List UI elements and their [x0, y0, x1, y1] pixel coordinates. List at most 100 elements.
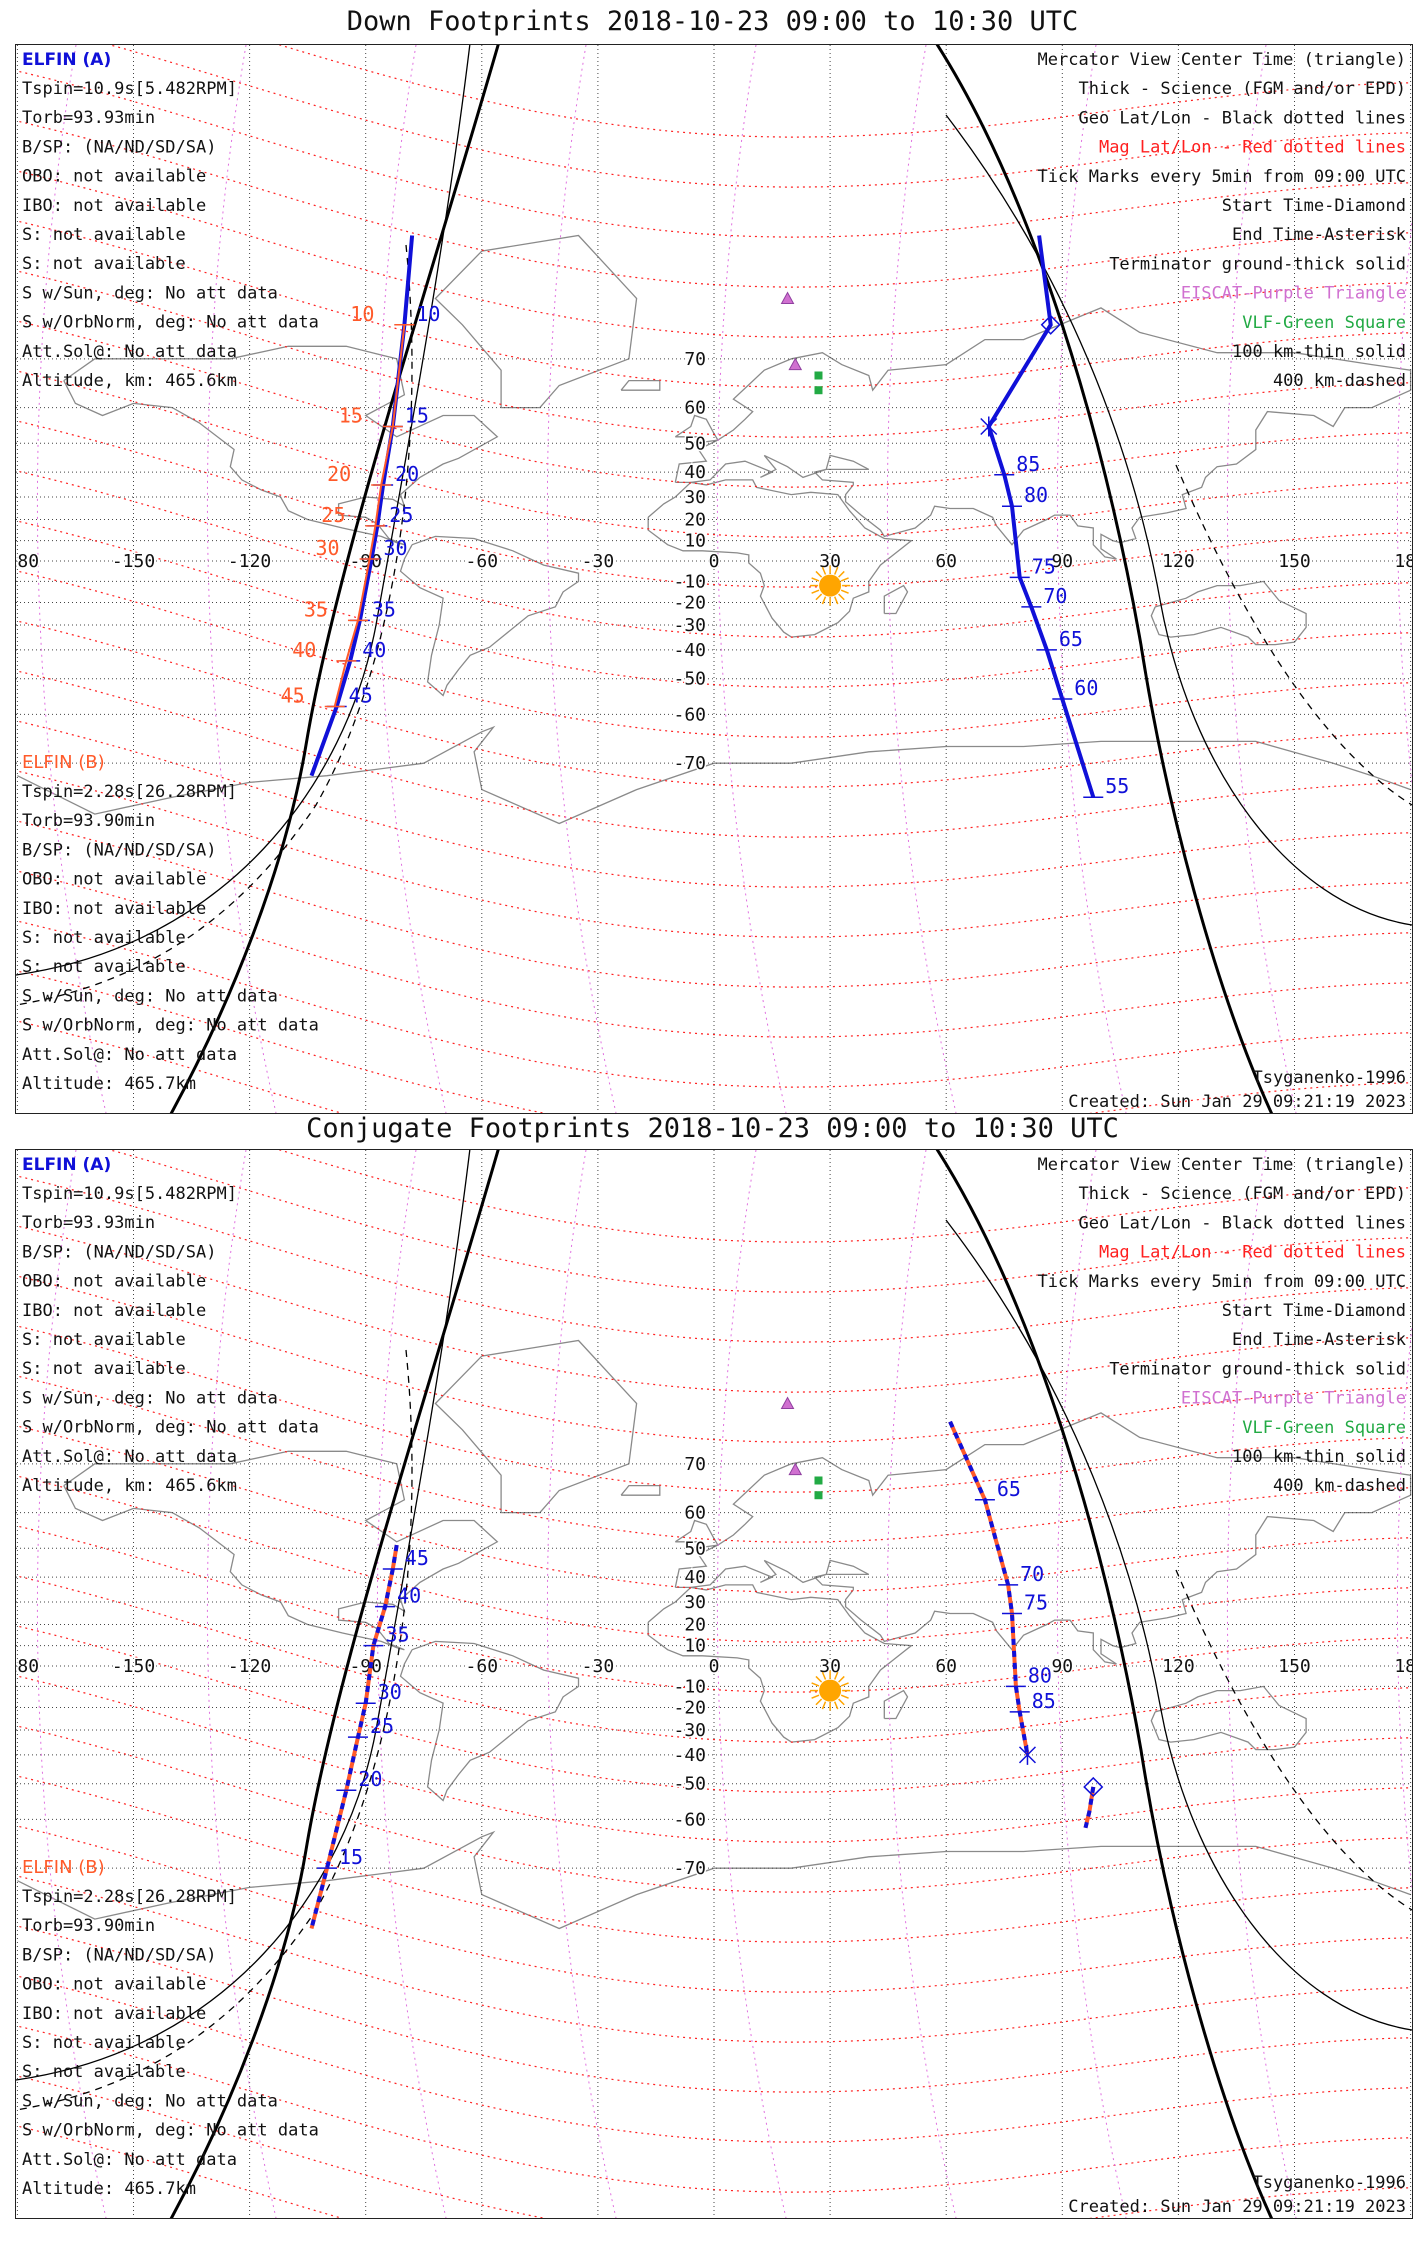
elfin-a-line: Tspin=10.9s[5.482RPM] — [22, 79, 237, 99]
legend-entry: Geo Lat/Lon - Black dotted lines — [1078, 1213, 1406, 1233]
track-tick-label: 55 — [1105, 774, 1129, 798]
elfin-b-line: S w/OrbNorm, deg: No att data — [22, 1016, 319, 1036]
track-tick-label: 10 — [350, 302, 374, 326]
track-tick-label: 75 — [1032, 554, 1056, 578]
lat-tick-label: 40 — [684, 1567, 706, 1588]
track-tick-label: 65 — [997, 1477, 1021, 1501]
legend-entry: Terminator ground-thick solid — [1109, 1359, 1406, 1379]
mag-meridian — [716, 1150, 787, 2218]
mag-parallel — [16, 1475, 1412, 1643]
track-tick-label: 40 — [292, 638, 316, 662]
sun-icon — [810, 1670, 851, 1711]
track-tick-label: 25 — [370, 1714, 394, 1738]
mag-parallel — [16, 1975, 1412, 2143]
legend-entry: Mag Lat/Lon - Red dotted lines — [1099, 138, 1406, 158]
track-tick-label: 80 — [1024, 483, 1048, 507]
terminator-400km-east — [1175, 1569, 1412, 1911]
elfin-b-info: ELFIN (B) Tspin=2.28s[26.28RPM] Torb=93.90… — [22, 752, 319, 1094]
track-tick-label: 35 — [385, 1623, 409, 1647]
sun-disc — [819, 1679, 842, 1702]
track-tick-label: 45 — [281, 684, 305, 708]
model-name: Tsyganenko-1996 — [1252, 2173, 1406, 2193]
track-tick-label: 15 — [339, 1845, 363, 1869]
track-tick-label: 35 — [304, 597, 328, 621]
coastline — [620, 1484, 661, 1496]
map-svg-conjugate: -180 -150 -120 -90 -60 -30 0 30 60 90 120 150 180 70 6… — [16, 1150, 1412, 2218]
lat-tick-label: 10 — [684, 1636, 706, 1657]
sun-ray — [811, 1682, 820, 1687]
lat-tick-label: -60 — [673, 1809, 706, 1830]
lat-tick-label: 10 — [684, 531, 706, 552]
mag-parallel — [16, 70, 1412, 238]
legend-entry: Geo Lat/Lon - Black dotted lines — [1078, 108, 1406, 128]
mag-parallel — [16, 720, 1412, 888]
elfin-b-line: OBO: not available — [22, 870, 206, 890]
lat-tick-label: 30 — [684, 487, 706, 508]
mag-parallel — [16, 2125, 343, 2218]
elfin-b-line: S: not available — [22, 2062, 186, 2082]
legend-entry: Start Time-Diamond — [1222, 196, 1406, 216]
sun-ray — [833, 1671, 839, 1680]
sun-ray — [840, 589, 849, 594]
lon-tick-label: -30 — [582, 551, 615, 572]
legend-entry: EISCAT-Purple Triangle — [1181, 1389, 1406, 1409]
elfin-a-line: Altitude, km: 465.6km — [22, 371, 237, 391]
terminator-400km-west — [16, 1349, 413, 2111]
elfin-b-line: Torb=93.90min — [22, 811, 155, 831]
lat-tick-label: -70 — [673, 1858, 706, 1879]
track-tick-label: 45 — [405, 1546, 429, 1570]
legend-entry: Mercator View Center Time (triangle) — [1038, 50, 1406, 70]
coastline — [883, 1689, 909, 1720]
legend-entry: Mercator View Center Time (triangle) — [1038, 1155, 1406, 1175]
track-tick-label: 85 — [1016, 452, 1040, 476]
eiscat-triangle-icon — [788, 1462, 803, 1476]
elfin-a-line: Att.Sol@: No att data — [22, 342, 237, 362]
mag-meridian — [716, 45, 787, 1113]
lat-tick-label: -40 — [673, 640, 706, 661]
elfin-a-line: Tspin=10.9s[5.482RPM] — [22, 1184, 237, 1204]
lon-tick-label: 180 — [1394, 551, 1412, 572]
map-panel-down: -180 -150 -120 -90 -60 -30 0 30 60 90 120 150 180 70 6… — [15, 44, 1413, 1114]
mag-parallel — [16, 420, 1412, 588]
panel-title-down: Down Footprints 2018-10-23 09:00 to 10:3… — [346, 6, 1079, 37]
terminator — [16, 1150, 1412, 2218]
mag-parallel — [16, 1525, 1412, 1693]
lon-tick-label: 120 — [1162, 551, 1195, 572]
track-tick-label: 25 — [389, 503, 413, 527]
mag-meridian — [1056, 45, 1127, 1113]
coastline — [647, 1584, 914, 1743]
vlf-square-icon — [814, 1476, 823, 1485]
track-line — [333, 324, 406, 707]
mag-parallel — [16, 1825, 1412, 1993]
eiscat-triangle-icon — [788, 357, 803, 371]
mag-parallel — [16, 1775, 1412, 1943]
coastline — [647, 479, 914, 638]
elfin-b-line: OBO: not available — [22, 1975, 206, 1995]
elfin-a-line: Torb=93.93min — [22, 108, 155, 128]
end-asterisk-icon — [980, 416, 998, 437]
lon-tick-label: -120 — [228, 551, 271, 572]
mag-meridian — [1056, 1150, 1127, 2218]
coastline — [434, 234, 638, 409]
elfin-a-line: S: not available — [22, 225, 186, 245]
sun-ray — [840, 1682, 849, 1687]
lat-tick-label: -40 — [673, 1745, 706, 1766]
terminator-100km-east — [945, 114, 1412, 926]
track-line-b-under — [948, 1420, 1030, 1756]
track-tick-label: 20 — [395, 462, 419, 486]
elfin-b-line: S: not available — [22, 2033, 186, 2053]
eiscat-triangle-icon — [780, 291, 795, 305]
elfin-a-line: OBO: not available — [22, 167, 206, 187]
elfin-b-line: Torb=93.90min — [22, 1916, 155, 1936]
lat-tick-label: -30 — [673, 615, 706, 636]
lat-tick-label: -60 — [673, 704, 706, 725]
mag-meridian — [546, 45, 617, 1113]
elfin-a-line: S w/OrbNorm, deg: No att data — [22, 1418, 319, 1438]
mag-meridian — [206, 1150, 277, 2218]
coastline — [674, 1412, 1412, 1665]
mag-parallel — [16, 1625, 1412, 1793]
legend-entry: Tick Marks every 5min from 09:00 UTC — [1038, 1272, 1406, 1292]
lat-tick-label: -10 — [673, 571, 706, 592]
lon-tick-label: 90 — [1051, 1656, 1073, 1677]
track-tick-label: 30 — [315, 536, 339, 560]
